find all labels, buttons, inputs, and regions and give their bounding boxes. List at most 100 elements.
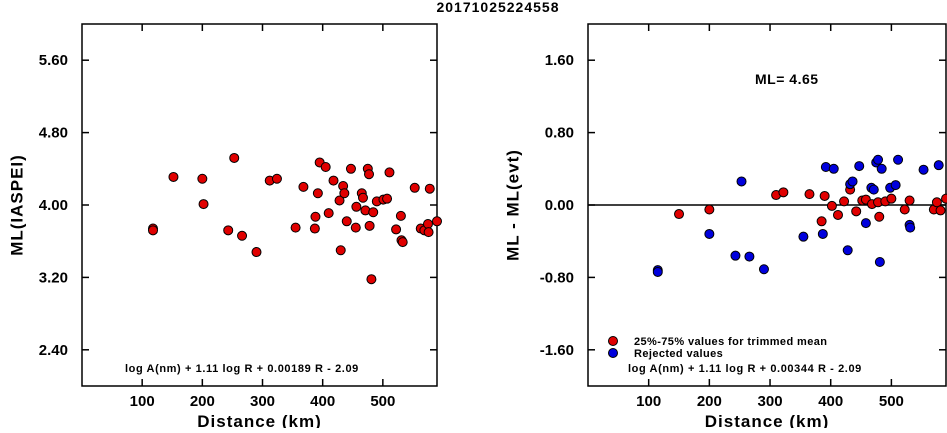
data-point <box>224 226 233 235</box>
formula-text: log A(nm) + 1.11 log R + 0.00189 R - 2.0… <box>125 363 359 375</box>
data-point <box>855 162 864 171</box>
y-tick-label: 3.20 <box>39 269 68 286</box>
y-tick-label: 4.00 <box>39 197 68 214</box>
data-point <box>861 219 870 228</box>
data-point <box>252 248 261 257</box>
data-point <box>852 207 861 216</box>
data-point <box>342 217 351 226</box>
legend-label: Rejected values <box>634 348 723 360</box>
data-point <box>675 210 684 219</box>
data-point <box>199 200 208 209</box>
data-point <box>869 185 878 194</box>
data-point <box>875 258 884 267</box>
data-point <box>365 221 374 230</box>
data-point <box>936 206 945 215</box>
x-axis-label: Distance (km) <box>705 412 829 428</box>
data-point <box>310 224 319 233</box>
x-tick-label: 500 <box>879 393 904 410</box>
data-point <box>383 194 392 203</box>
data-point <box>369 208 378 217</box>
y-axis-label: ML(IASPEI) <box>7 154 26 256</box>
data-point <box>336 246 345 255</box>
data-point <box>311 212 320 221</box>
y-tick-label: 2.40 <box>39 342 68 359</box>
data-point <box>919 165 928 174</box>
data-point <box>737 177 746 186</box>
data-point <box>425 184 434 193</box>
data-point <box>934 161 943 170</box>
data-point <box>829 164 838 173</box>
data-point <box>367 275 376 284</box>
data-point <box>900 205 909 214</box>
data-point <box>272 174 281 183</box>
data-point <box>230 153 239 162</box>
data-point <box>385 168 394 177</box>
data-point <box>906 223 915 232</box>
data-point <box>877 164 886 173</box>
data-point <box>827 201 836 210</box>
data-point <box>352 202 361 211</box>
legend-label: 25%-75% values for trimmed mean <box>634 336 827 348</box>
data-point <box>705 205 714 214</box>
data-point <box>351 223 360 232</box>
y-tick-label: 0.00 <box>545 197 574 214</box>
data-point <box>891 181 900 190</box>
data-point <box>759 265 768 274</box>
data-point <box>799 232 808 241</box>
y-tick-label: -0.80 <box>540 269 574 286</box>
x-tick-label: 300 <box>758 393 783 410</box>
data-point <box>874 155 883 164</box>
data-point <box>365 170 374 179</box>
data-point <box>932 198 941 207</box>
x-tick-label: 200 <box>697 393 722 410</box>
x-axis-label: Distance (km) <box>197 412 321 428</box>
data-point <box>346 164 355 173</box>
data-point <box>198 174 207 183</box>
data-point <box>731 251 740 260</box>
x-tick-label: 300 <box>250 393 275 410</box>
data-point <box>398 238 407 247</box>
data-point <box>424 228 433 237</box>
y-tick-label: 1.60 <box>545 52 574 69</box>
data-point <box>805 190 814 199</box>
x-tick-label: 200 <box>190 393 215 410</box>
y-tick-label: 5.60 <box>39 52 68 69</box>
data-point <box>875 212 884 221</box>
x-tick-label: 100 <box>130 393 155 410</box>
x-tick-label: 400 <box>818 393 843 410</box>
data-point <box>423 220 432 229</box>
data-point <box>820 191 829 200</box>
formula-text: log A(nm) + 1.11 log R + 0.00344 R - 2.0… <box>628 363 862 375</box>
y-axis-label: ML - ML(evt) <box>503 149 522 261</box>
data-point <box>843 246 852 255</box>
data-point <box>745 252 754 261</box>
y-tick-label: -1.60 <box>540 342 574 359</box>
data-point <box>238 231 247 240</box>
data-point <box>653 267 662 276</box>
legend-marker <box>609 349 618 358</box>
data-point <box>705 229 714 238</box>
data-point <box>396 211 405 220</box>
left-panel-ml-iaspei: 2.40 3.20 4.00 4.80 5.60 100 200 300 400 500 Dista… <box>7 24 441 428</box>
data-point <box>299 182 308 191</box>
figure-title: 20171025224558 <box>436 0 559 15</box>
data-point <box>894 155 903 164</box>
x-tick-label: 400 <box>310 393 335 410</box>
data-point <box>324 209 333 218</box>
data-point <box>840 197 849 206</box>
y-tick-label: 4.80 <box>39 125 68 142</box>
data-point <box>818 229 827 238</box>
data-point <box>358 193 367 202</box>
plot-frame <box>82 24 437 386</box>
data-point <box>392 225 401 234</box>
data-point <box>329 176 338 185</box>
data-point <box>410 183 419 192</box>
x-tick-label: 500 <box>370 393 395 410</box>
data-point <box>817 217 826 226</box>
data-point <box>321 162 330 171</box>
data-point <box>942 194 947 203</box>
y-tick-label: 0.80 <box>545 125 574 142</box>
